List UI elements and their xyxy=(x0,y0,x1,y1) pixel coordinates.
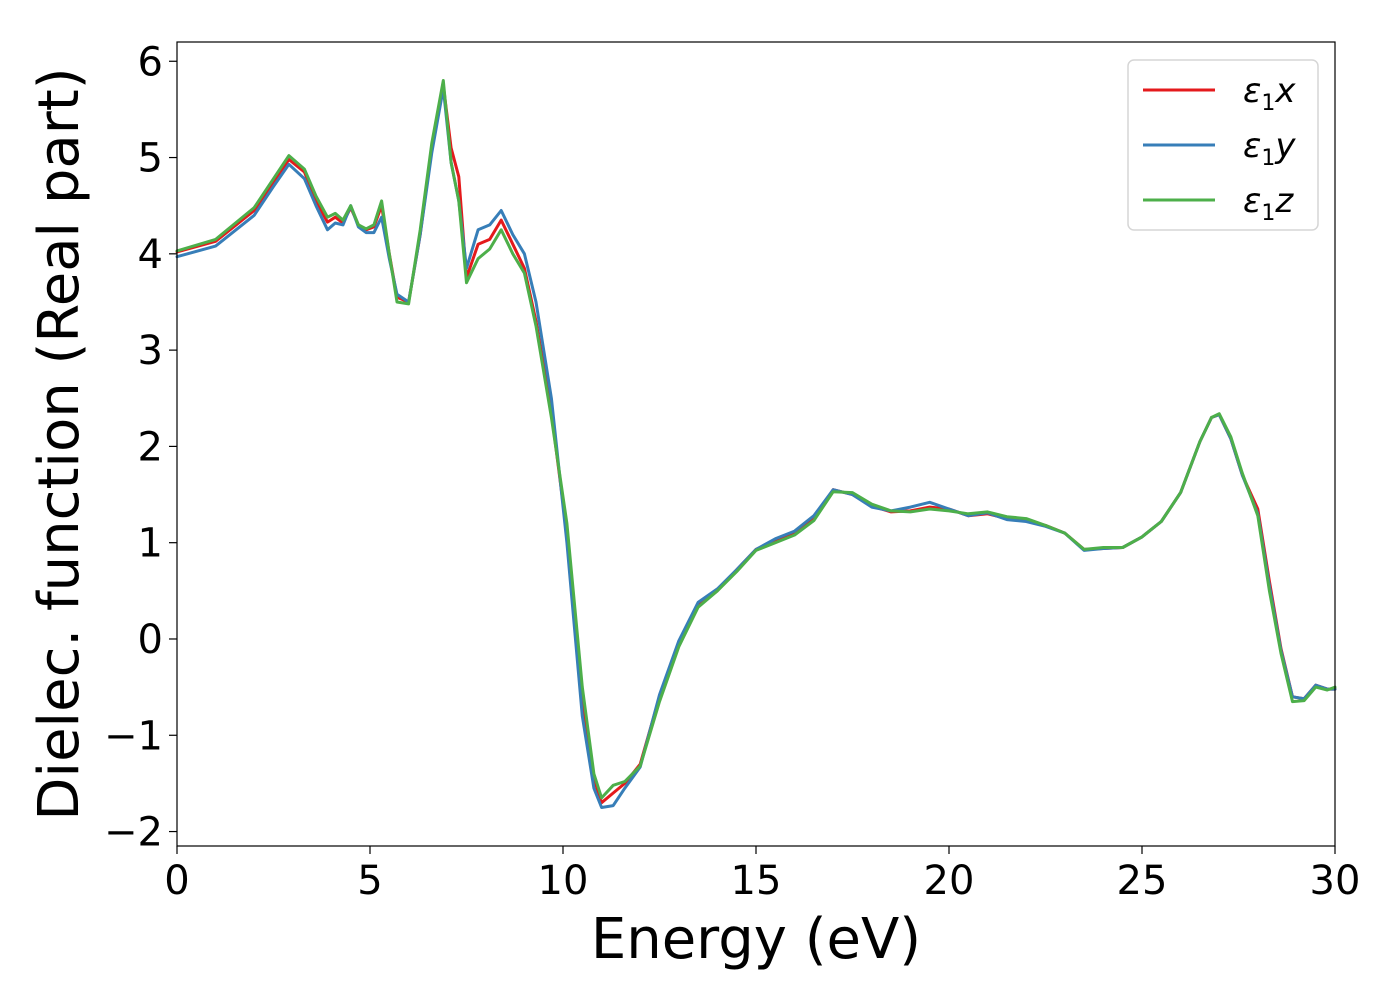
x-tick-label: 20 xyxy=(924,858,975,904)
plot-frame xyxy=(176,41,1336,847)
x-tick-label: 30 xyxy=(1310,858,1361,904)
x-tick-label: 5 xyxy=(357,858,382,904)
y-tick-label: 5 xyxy=(138,136,163,182)
x-tick-label: 10 xyxy=(538,858,589,904)
legend-box xyxy=(1127,59,1319,231)
y-tick-label: 4 xyxy=(138,232,163,278)
x-tick-label: 25 xyxy=(1117,858,1168,904)
y-tick-label: 6 xyxy=(138,39,163,85)
y-tick-label: −2 xyxy=(104,810,163,856)
series-layer xyxy=(175,79,1337,809)
y-tick-label: −1 xyxy=(104,713,163,759)
legend-label-y: ε1y xyxy=(1243,126,1296,171)
legend-label-x: ε1x xyxy=(1243,71,1296,116)
x-axis-label: Energy (eV) xyxy=(591,907,921,972)
x-tick-label: 0 xyxy=(164,858,189,904)
y-tick-label: 1 xyxy=(138,521,163,567)
tick-layer: 0 5 10 15 20 25 30 −2 −1 0 1 2 3 4 5 6 xyxy=(104,39,1360,904)
series-line-z xyxy=(175,79,1337,800)
legend-label-z: ε1z xyxy=(1243,181,1294,226)
y-axis-label: Dielec. function (Real part) xyxy=(27,67,92,820)
y-tick-label: 3 xyxy=(138,328,163,374)
x-tick-label: 15 xyxy=(731,858,782,904)
y-tick-label: 2 xyxy=(138,424,163,470)
y-tick-label: 0 xyxy=(138,617,163,663)
legend: ε1x ε1y ε1z xyxy=(1127,59,1319,231)
